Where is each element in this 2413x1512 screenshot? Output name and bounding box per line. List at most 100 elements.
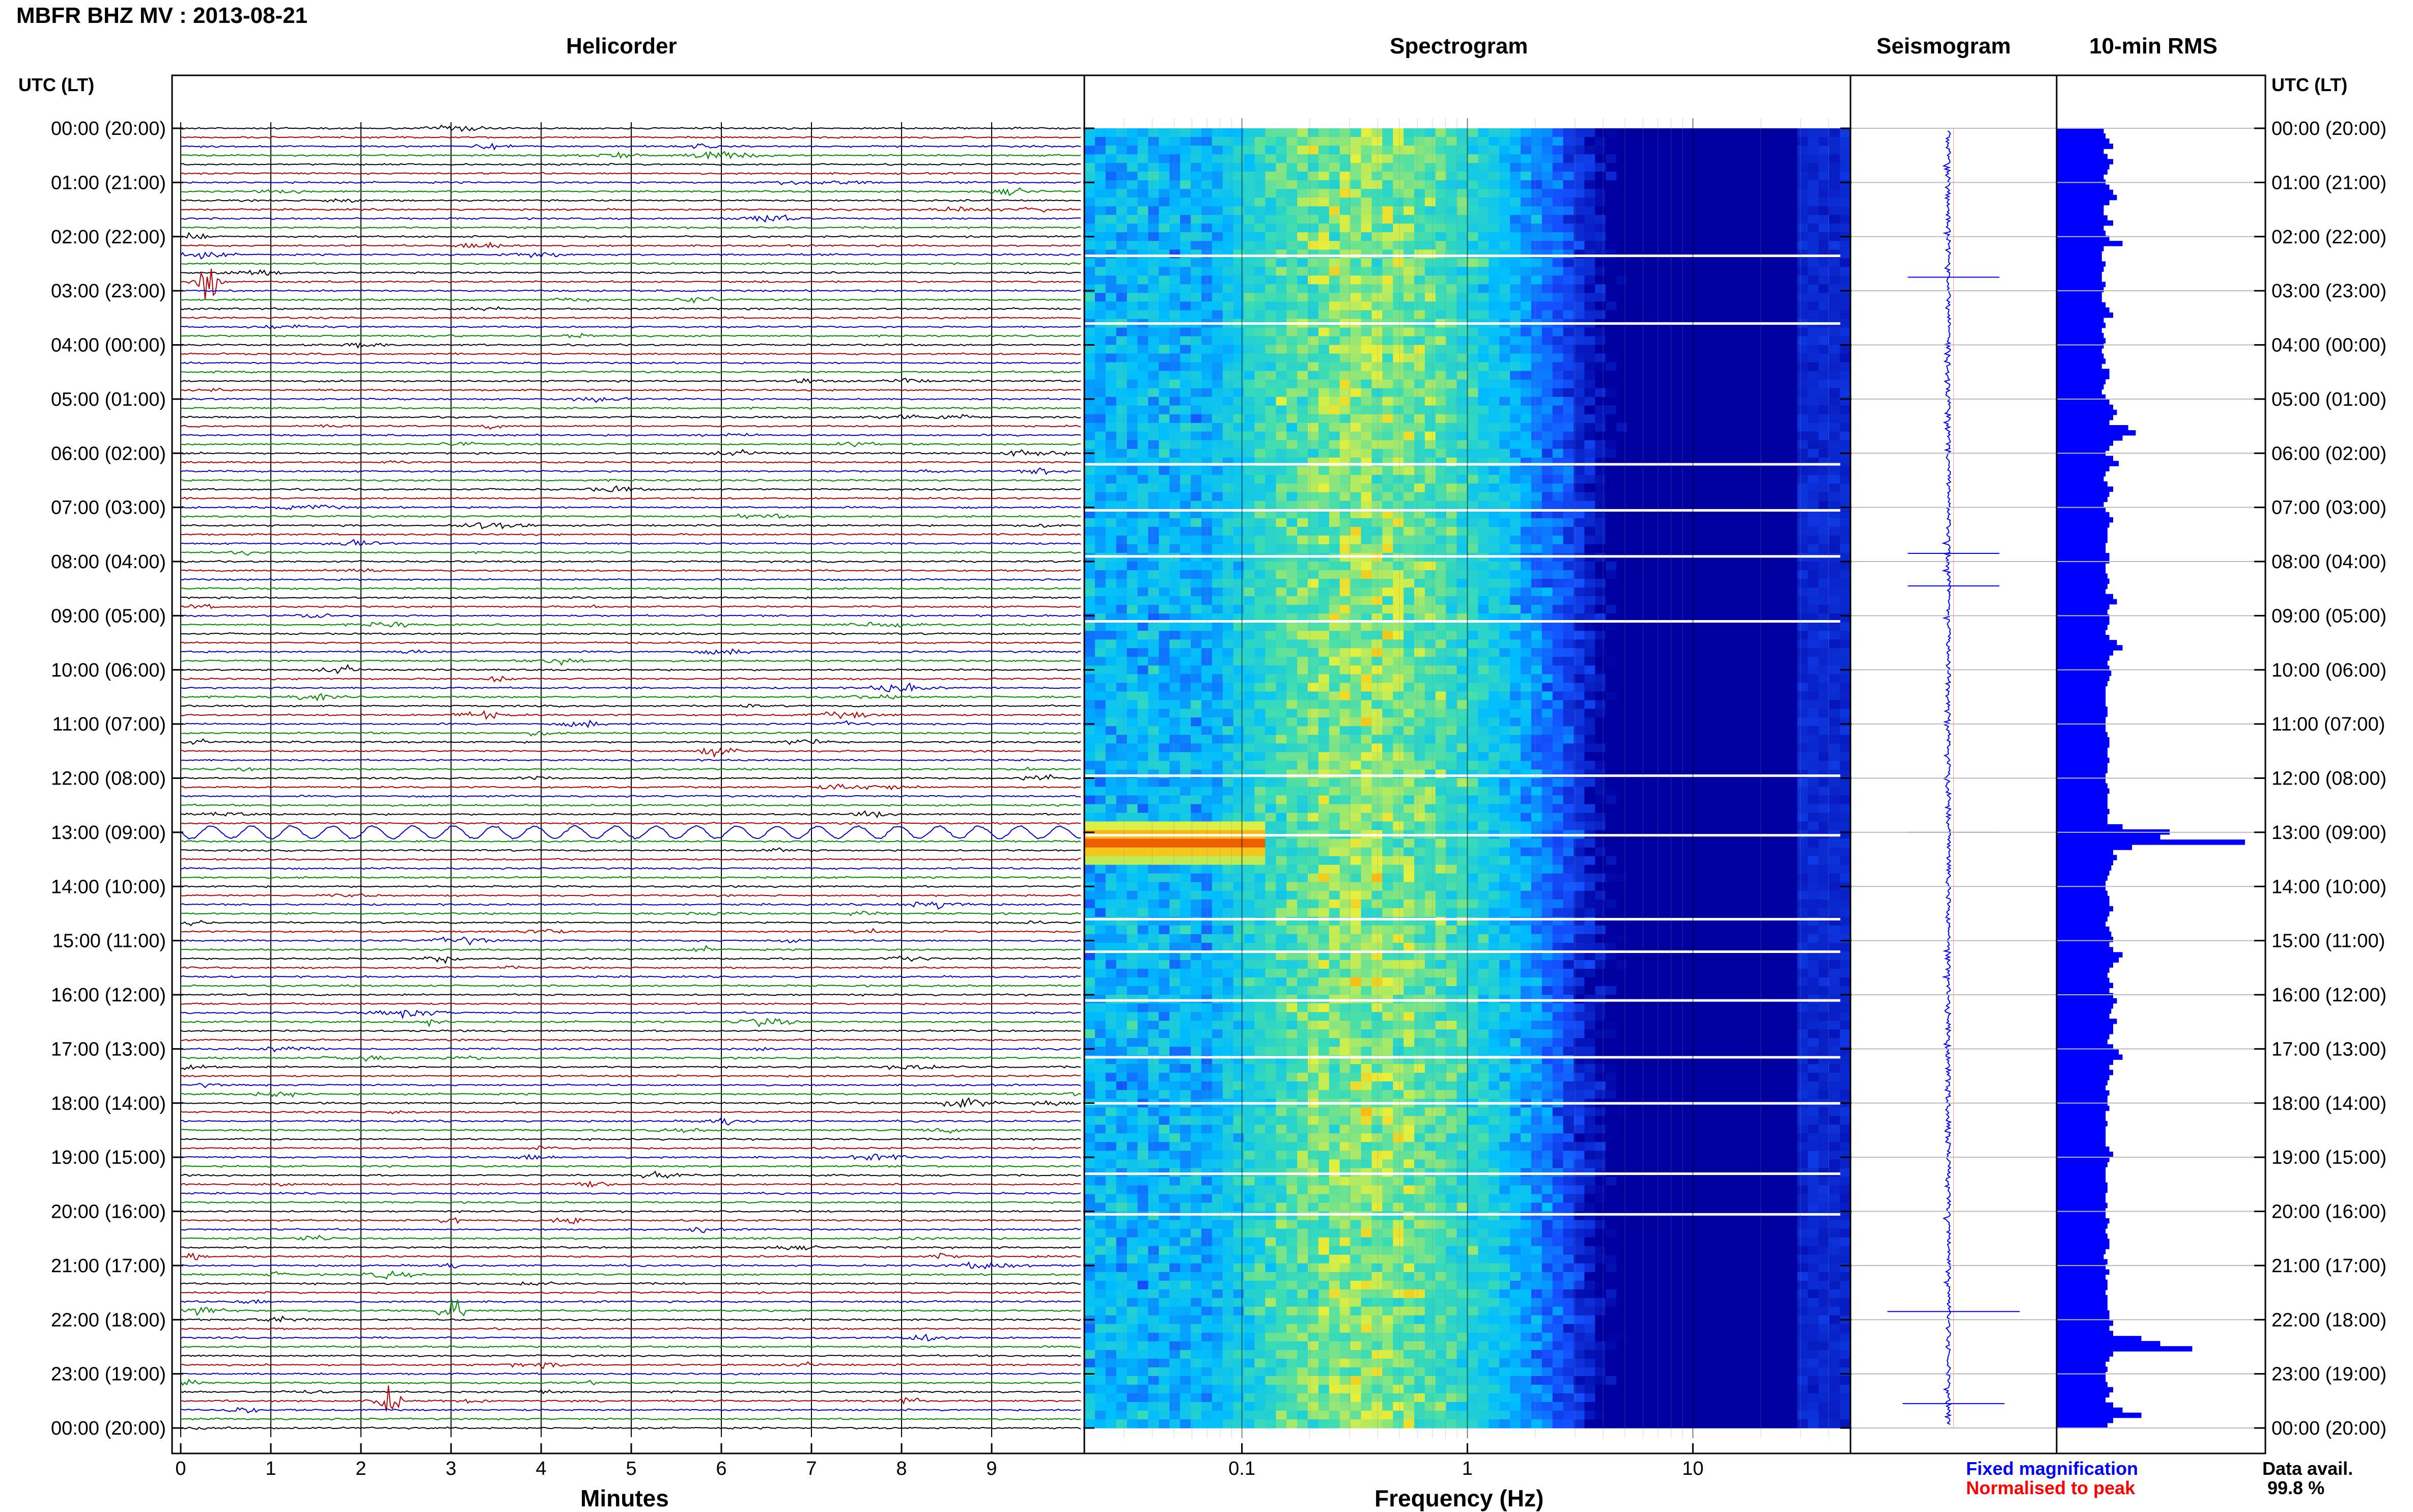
- spectrogram-cell: [1701, 596, 1713, 605]
- spectrogram-cell: [1148, 674, 1159, 683]
- spectrogram-cell: [1840, 605, 1851, 614]
- spectrogram-cell: [1180, 328, 1191, 337]
- spectrogram-cell: [1212, 570, 1223, 579]
- spectrogram-cell: [1808, 587, 1819, 597]
- spectrogram-cell: [1276, 241, 1287, 250]
- spectrogram-cell: [1606, 301, 1617, 311]
- spectrogram-cell: [1318, 293, 1330, 302]
- spectrogram-cell: [1648, 354, 1660, 363]
- spectrogram-cell: [1606, 527, 1617, 536]
- spectrogram-cell: [1787, 570, 1798, 579]
- spectrogram-cell: [1818, 301, 1830, 311]
- spectrogram-cell: [1244, 223, 1255, 233]
- spectrogram-cell: [1744, 232, 1755, 241]
- spectrogram-cell: [1308, 639, 1319, 649]
- spectrogram-cell: [1776, 146, 1787, 155]
- spectrogram-cell: [1584, 345, 1595, 354]
- spectrogram-cell: [1701, 587, 1713, 597]
- spectrogram-cell: [1318, 414, 1330, 424]
- spectrogram-cell: [1627, 674, 1638, 683]
- spectrogram-cell: [1457, 449, 1468, 458]
- spectrogram-cell: [1276, 275, 1287, 285]
- spectrogram-cell: [1584, 380, 1595, 389]
- spectrogram-cell: [1744, 579, 1755, 588]
- spectrogram-cell: [1627, 310, 1638, 319]
- spectrogram-cell: [1701, 223, 1713, 233]
- spectrogram-cell: [1148, 267, 1159, 276]
- spectrogram-cell: [1095, 432, 1106, 441]
- spectrogram-cell: [1404, 380, 1415, 389]
- spectrogram-cell: [1414, 432, 1425, 441]
- spectrogram-cell: [1701, 683, 1713, 692]
- spectrogram-cell: [1308, 700, 1319, 709]
- spectrogram-cell: [1595, 301, 1606, 311]
- spectrogram-cell: [1510, 189, 1521, 198]
- spectrogram-cell: [1254, 449, 1266, 458]
- spectrogram-cell: [1084, 275, 1096, 285]
- spectrogram-cell: [1553, 536, 1564, 545]
- spectrogram-cell: [1563, 397, 1575, 406]
- spectrogram-cell: [1563, 639, 1575, 649]
- spectrogram-cell: [1521, 249, 1532, 259]
- spectrogram-cell: [1095, 354, 1106, 363]
- spectrogram-cell: [1542, 579, 1553, 588]
- spectrogram-cell: [1308, 536, 1319, 545]
- spectrogram-cell: [1680, 293, 1692, 302]
- spectrogram-cell: [1351, 639, 1362, 649]
- spectrogram-cell: [1159, 639, 1170, 649]
- spectrogram-cell: [1627, 371, 1638, 380]
- spectrogram-cell: [1265, 275, 1276, 285]
- spectrogram-cell: [1744, 414, 1755, 424]
- spectrogram-cell: [1489, 432, 1500, 441]
- spectrogram-cell: [1659, 293, 1670, 302]
- spectrogram-cell: [1733, 267, 1745, 276]
- spectrogram-cell: [1191, 536, 1202, 545]
- spectrogram-cell: [1808, 258, 1819, 267]
- spectrogram-cell: [1712, 414, 1723, 424]
- spectrogram-cell: [1787, 432, 1798, 441]
- spectrogram-cell: [1776, 206, 1787, 215]
- spectrogram-cell: [1723, 189, 1734, 198]
- spectrogram-cell: [1148, 587, 1159, 597]
- spectrogram-cell: [1798, 189, 1809, 198]
- spectrogram-cell: [1542, 232, 1553, 241]
- spectrogram-cell: [1563, 146, 1575, 155]
- spectrogram-cell: [1553, 275, 1564, 285]
- spectrogram-cell: [1648, 466, 1660, 475]
- spectrogram-cell: [1265, 501, 1276, 510]
- spectrogram-cell: [1478, 310, 1489, 319]
- spectrogram-cell: [1489, 146, 1500, 155]
- spectrogram-cell: [1095, 198, 1106, 207]
- spectrogram-cell: [1329, 223, 1340, 233]
- spectrogram-cell: [1616, 189, 1628, 198]
- spectrogram-cell: [1744, 206, 1755, 215]
- spectrogram-cell: [1798, 337, 1809, 346]
- spectrogram-cell: [1308, 258, 1319, 267]
- spectrogram-cell: [1095, 154, 1106, 163]
- spectrogram-cell: [1404, 154, 1415, 163]
- spectrogram-cell: [1489, 371, 1500, 380]
- spectrogram-cell: [1616, 137, 1628, 146]
- spectrogram-cell: [1521, 657, 1532, 666]
- spectrogram-cell: [1829, 657, 1840, 666]
- spectrogram-cell: [1095, 518, 1106, 527]
- spectrogram-cell: [1489, 337, 1500, 346]
- spectrogram-cell: [1361, 700, 1372, 709]
- spectrogram-cell: [1510, 232, 1521, 241]
- spectrogram-cell: [1616, 683, 1628, 692]
- spectrogram-cell: [1680, 639, 1692, 649]
- spectrogram-cell: [1414, 189, 1425, 198]
- spectrogram-cell: [1553, 596, 1564, 605]
- spectrogram-cell: [1627, 622, 1638, 631]
- spectrogram-cell: [1510, 605, 1521, 614]
- spectrogram-cell: [1521, 423, 1532, 432]
- spectrogram-cell: [1457, 579, 1468, 588]
- spectrogram-cell: [1436, 596, 1447, 605]
- spectrogram-cell: [1595, 423, 1606, 432]
- spectrogram-cell: [1574, 328, 1585, 337]
- spectrogram-cell: [1084, 562, 1096, 571]
- spectrogram-cell: [1776, 301, 1787, 311]
- spectrogram-cell: [1457, 284, 1468, 293]
- spectrogram-cell: [1595, 154, 1606, 163]
- spectrogram-cell: [1627, 249, 1638, 259]
